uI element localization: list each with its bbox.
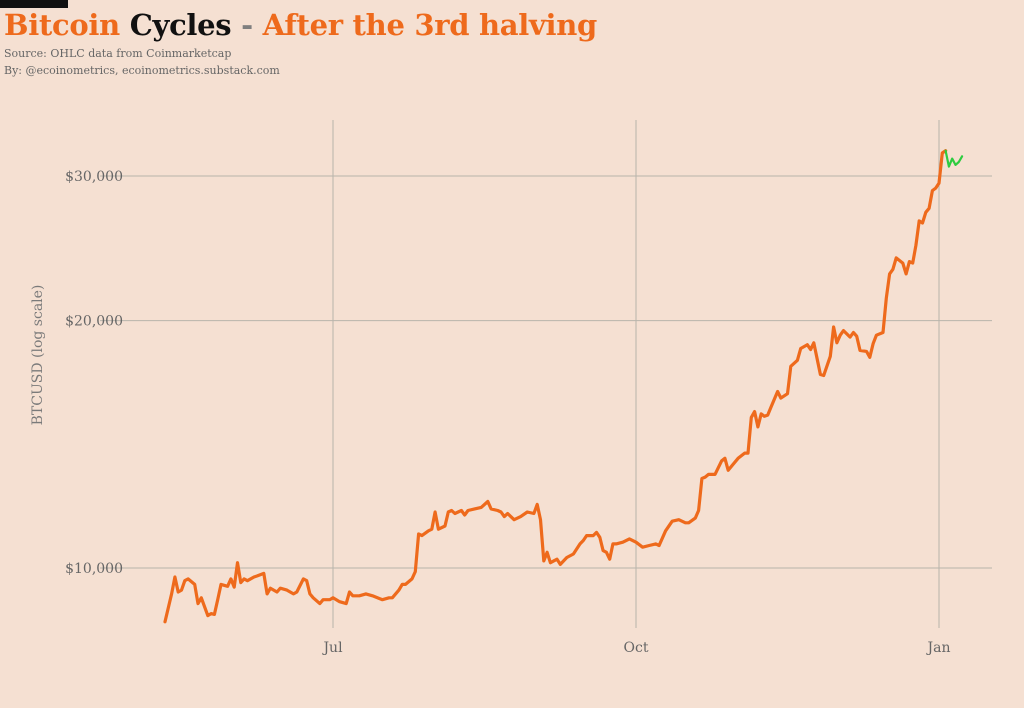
title-bitcoin: Bitcoin [4, 8, 120, 42]
series-line-0 [163, 149, 948, 624]
title-separator: - [241, 8, 253, 42]
series-line-1 [944, 149, 964, 168]
tick-labels: Jul Oct Jan $10,000 $20,000 $30,000 [65, 169, 950, 656]
series-layer [163, 149, 964, 624]
corner-bar [0, 0, 68, 8]
source-note: Source: OHLC data from Coinmarketcap [4, 47, 232, 60]
x-gridlines [332, 120, 940, 628]
byline: By: @ecoinometrics, ecoinometrics.substa… [4, 64, 280, 77]
x-tick-label-1: Oct [624, 640, 649, 656]
y-gridlines [100, 175, 992, 569]
y-tick-label-0: $10,000 [65, 561, 123, 577]
chart-title: Bitcoin Cycles - After the 3rd halving [4, 8, 597, 42]
title-cycles: Cycles [129, 8, 232, 42]
y-axis-label: BTCUSD (log scale) [30, 285, 46, 426]
x-tick-label-2: Jan [926, 640, 951, 656]
title-halving: After the 3rd halving [262, 8, 598, 42]
x-tick-label-0: Jul [321, 640, 343, 656]
y-tick-label-1: $20,000 [65, 314, 123, 330]
y-tick-label-2: $30,000 [65, 169, 123, 185]
